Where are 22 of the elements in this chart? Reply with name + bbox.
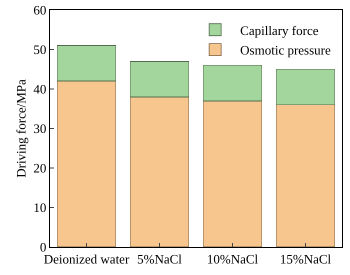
y-tick-label: 0: [40, 240, 46, 255]
bar: [130, 96, 190, 247]
y-tick-label: 30: [33, 121, 46, 136]
y-axis-title: Driving force/MPa: [13, 78, 28, 178]
bar: [56, 80, 116, 247]
y-tick-label: 60: [33, 2, 46, 18]
legend-label: Capillary force: [240, 22, 319, 38]
y-tick-label: 20: [33, 160, 46, 176]
x-tick-label: 15%NaCl: [280, 252, 332, 267]
x-tick-label: Deionized water: [44, 252, 130, 267]
bar: [276, 68, 336, 106]
y-tick-label: 40: [33, 82, 46, 97]
bar: [276, 104, 336, 247]
bar: [130, 60, 190, 98]
bar: [56, 45, 116, 82]
x-tick-label: 10%NaCl: [206, 252, 259, 267]
y-tick-label: 10: [33, 200, 46, 216]
x-tick-label: 5%NaCl: [137, 252, 182, 267]
bar: [202, 100, 262, 247]
bar: [202, 64, 262, 102]
legend-label: Osmotic pressure: [240, 42, 332, 58]
y-tick-label: 50: [33, 42, 46, 58]
